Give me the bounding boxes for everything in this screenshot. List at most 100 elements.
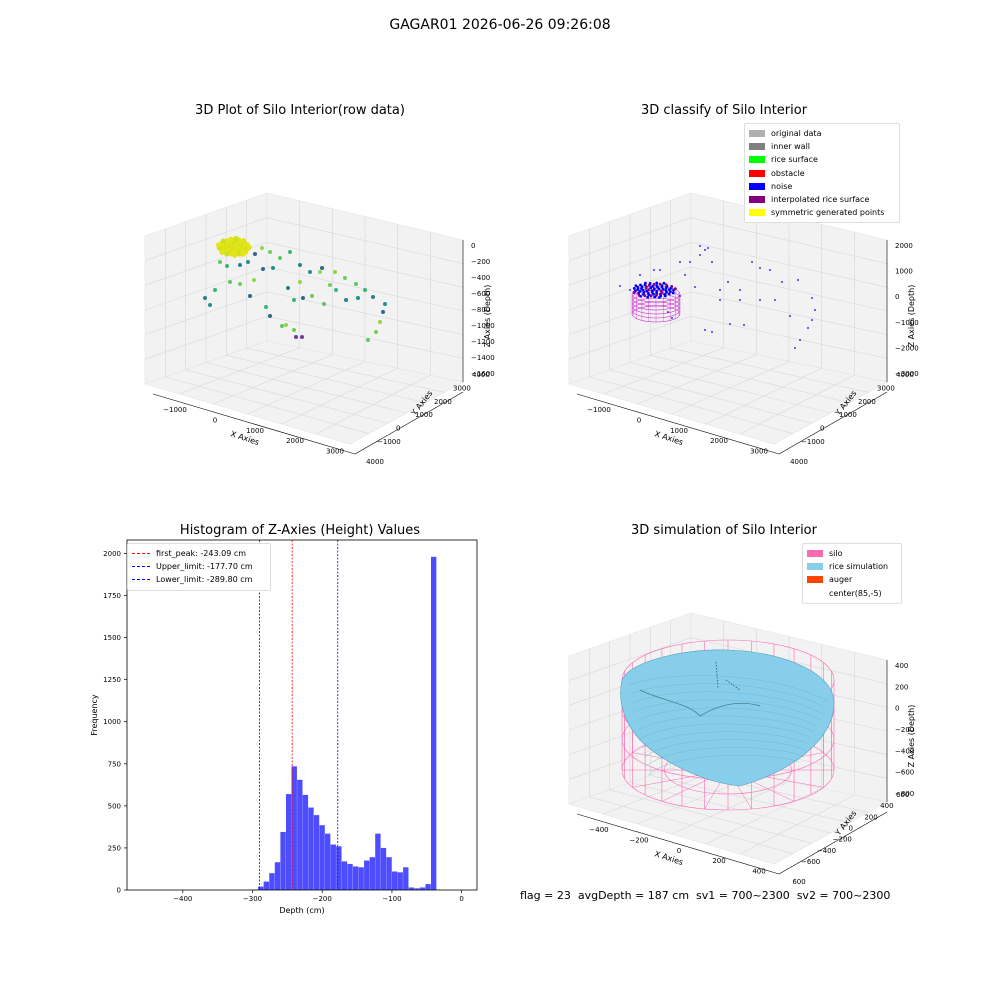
p1-point (218, 260, 222, 264)
p2-noise-point (739, 299, 741, 301)
p2-point (645, 289, 649, 293)
p4-rice-mesh (639, 723, 812, 740)
legend-label: rice surface (771, 155, 818, 165)
histogram-bar (419, 887, 426, 890)
p1-point (238, 282, 242, 286)
p1-point (383, 302, 387, 306)
p2-z-tick: −2000 (895, 344, 919, 352)
histogram-bar (430, 556, 437, 890)
p4-z-tick: −600 (895, 769, 914, 777)
p2-point (649, 286, 653, 290)
p2-noise-point (704, 249, 706, 251)
legend-entry: silo (807, 547, 897, 560)
histogram-bar (408, 887, 415, 890)
histogram-bar (258, 886, 264, 890)
p2-z-tick: −3000 (895, 370, 919, 378)
p2-noise-point (794, 347, 796, 349)
p2-z-label: Z Axies (Depth) (907, 285, 916, 348)
p1-point (228, 280, 232, 284)
p1-point (220, 238, 226, 244)
p1-point (292, 328, 296, 332)
p1-point (260, 246, 264, 250)
p2-point (634, 284, 638, 288)
histogram-bar (369, 857, 376, 890)
histogram-bar (397, 872, 403, 890)
histogram-y-tick: 1750 (103, 592, 121, 600)
p2-noise-point (759, 267, 761, 269)
p2-noise-point (679, 295, 681, 297)
p2-axes-box (568, 192, 888, 455)
p1-point (378, 320, 382, 324)
p1-z-tick: 0 (471, 242, 475, 250)
p1-point (333, 270, 337, 274)
p4-z-tick: −200 (895, 726, 914, 734)
panel1-title: 3D Plot of Silo Interior(row data) (195, 103, 405, 118)
p1-point (203, 296, 207, 300)
p2-point (667, 292, 671, 296)
legend-entry: first_peak: -243.09 cm (132, 547, 266, 560)
histogram-y-tick: 0 (117, 887, 121, 895)
p2-point (661, 287, 665, 291)
p1-point (308, 270, 312, 274)
status-footer: flag = 23 avgDepth = 187 cm sv1 = 700~23… (520, 889, 891, 902)
histogram-y-tick: 1500 (103, 634, 121, 642)
histogram-x-tick: −300 (243, 895, 262, 903)
histogram-bar (302, 794, 309, 890)
p4-y-tick: 200 (864, 813, 877, 821)
p4-rice-mesh (637, 715, 815, 733)
p4-z-tick: 400 (895, 662, 908, 670)
p2-point (636, 288, 640, 291)
legend-swatch (749, 182, 765, 190)
panel2-legend: original data inner wall rice surface obsta… (744, 123, 900, 224)
p1-x-tick: −1000 (163, 406, 187, 414)
p4-x-tick: 200 (712, 857, 725, 865)
histogram-bar (358, 867, 364, 890)
p1-point (381, 310, 385, 314)
p2-noise-point (711, 331, 713, 333)
p2-y-tick: 1000 (839, 411, 857, 419)
p4-y-tick: −200 (833, 836, 852, 844)
p2-noise-point (699, 245, 701, 247)
p1-point (231, 252, 238, 258)
p1-point (264, 305, 268, 309)
p1-point (371, 295, 375, 299)
p2-point (639, 283, 642, 287)
p2-noise-point (739, 289, 741, 291)
p2-noise-point (743, 324, 745, 326)
panel4-legend: silo rice simulation auger center(85,-5) (802, 543, 902, 604)
legend-swatch (749, 196, 765, 204)
p2-noise-point (781, 281, 783, 283)
p1-point (286, 286, 290, 290)
legend-swatch (132, 579, 150, 581)
figure-title: GAGAR01 2026-06-26 09:26:08 (389, 17, 611, 33)
p2-noise-point (659, 269, 661, 271)
p2-noise-point (719, 289, 721, 291)
legend-label: inner wall (771, 142, 811, 152)
histogram-bar (375, 833, 381, 890)
panel2-title: 3D classify of Silo Interior (640, 103, 808, 118)
p1-point (374, 330, 378, 334)
p2-point (653, 295, 657, 299)
p1-point (328, 283, 332, 287)
p1-y-tick: −1000 (377, 438, 401, 446)
p1-z-tick: −600 (471, 290, 490, 298)
histogram-bar (425, 884, 431, 890)
p2-noise-point (711, 261, 713, 263)
p1-point (284, 323, 288, 327)
legend-entry: original data (749, 127, 895, 140)
legend-label: Lower_limit: -289.80 cm (156, 575, 253, 585)
panel4-title: 3D simulation of Silo Interior (631, 523, 817, 538)
p1-point (366, 338, 370, 342)
p4-rice-mesh (635, 707, 818, 727)
histogram-x-tick: −400 (173, 895, 192, 903)
histogram-y-tick: 1000 (103, 718, 121, 726)
p2-y-tick: 3000 (877, 384, 895, 392)
p2-noise-point (667, 311, 669, 313)
p1-point (253, 252, 257, 256)
p1-point (298, 280, 302, 284)
p1-x-tick: 4000 (366, 458, 384, 466)
histogram-y-tick: 500 (108, 802, 121, 810)
p1-point (301, 296, 305, 300)
histogram-y-tick: 750 (108, 760, 121, 768)
